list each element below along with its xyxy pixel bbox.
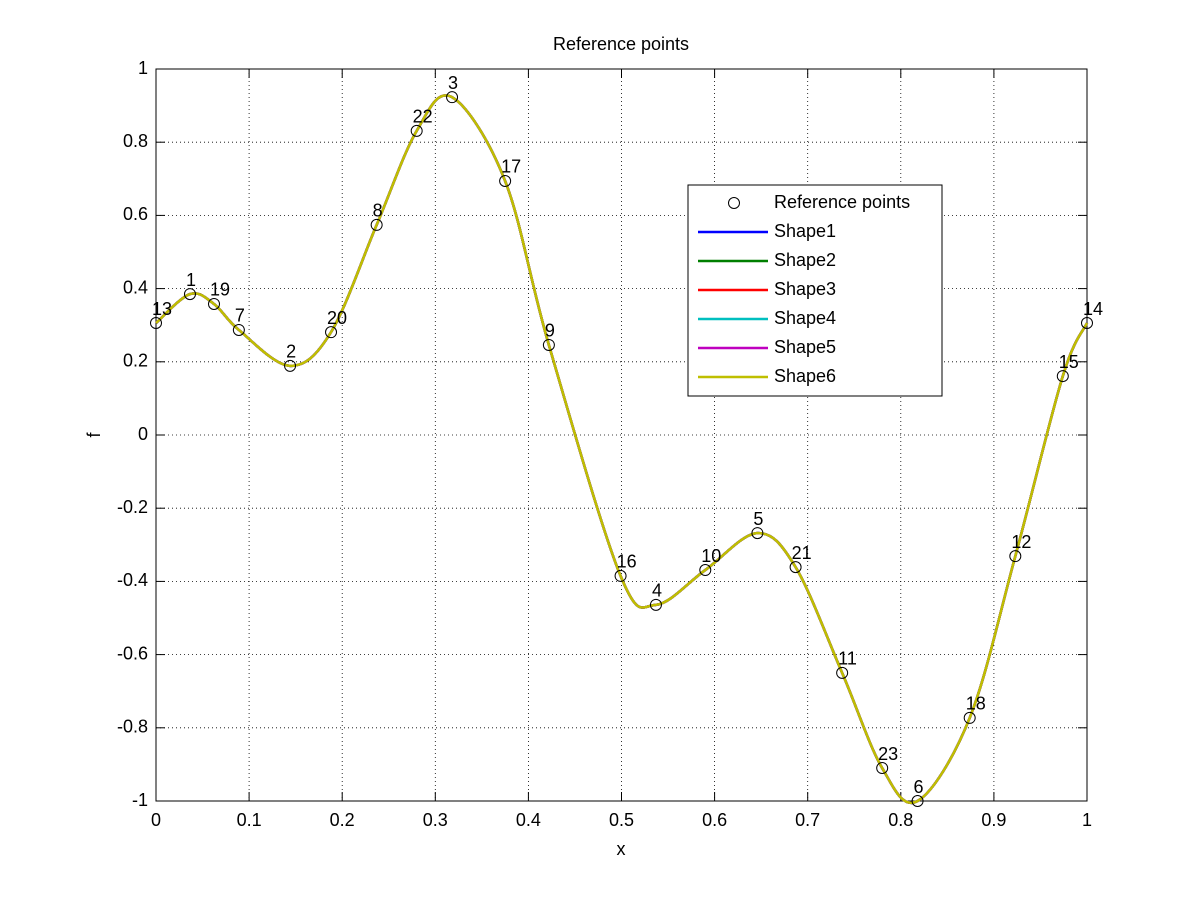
x-tick-label: 0.3 [423, 810, 448, 830]
point-label: 14 [1083, 299, 1103, 319]
reference-point [410, 124, 423, 137]
point-label: 21 [792, 543, 812, 563]
reference-point [1056, 370, 1069, 383]
reference-point [208, 297, 221, 310]
x-tick-label: 0.8 [888, 810, 913, 830]
point-label: 13 [152, 299, 172, 319]
reference-point [614, 569, 627, 582]
legend-label: Reference points [774, 192, 910, 212]
point-label: 18 [966, 694, 986, 714]
point-label: 15 [1059, 352, 1079, 372]
point-label: 8 [373, 201, 383, 221]
reference-point [1009, 550, 1022, 563]
plot-area [156, 69, 1087, 801]
reference-point [150, 317, 162, 330]
reference-point [284, 359, 297, 372]
y-tick-label: -0.4 [117, 570, 148, 590]
x-tick-label: 0.5 [609, 810, 634, 830]
reference-point [1081, 317, 1093, 330]
reference-point [911, 795, 924, 807]
x-tick-label: 1 [1082, 810, 1092, 830]
point-label: 17 [501, 157, 521, 177]
y-tick-label: 0.2 [123, 351, 148, 371]
reference-point [751, 527, 764, 540]
point-label: 10 [701, 546, 721, 566]
point-label: 3 [448, 73, 458, 93]
y-tick-label: 0.4 [123, 277, 148, 297]
chart-title: Reference points [553, 34, 689, 54]
point-label: 19 [210, 280, 230, 300]
legend-label: Shape2 [774, 250, 836, 270]
reference-point [183, 288, 196, 301]
y-tick-label: 0.8 [123, 131, 148, 151]
reference-point [649, 598, 662, 611]
reference-point [325, 326, 338, 339]
reference-point [370, 218, 383, 231]
y-tick-label: 0.6 [123, 204, 148, 224]
x-tick-label: 0.9 [981, 810, 1006, 830]
point-label: 11 [838, 649, 857, 669]
axes-box [155, 68, 1088, 802]
x-tick-label: 0 [151, 810, 161, 830]
point-label: 6 [914, 777, 924, 797]
point-label: 1 [186, 270, 196, 290]
legend-label: Shape1 [774, 221, 836, 241]
legend-label: Shape5 [774, 337, 836, 357]
x-tick-label: 0.1 [237, 810, 262, 830]
series-line [155, 94, 1089, 805]
point-label: 2 [286, 342, 296, 362]
y-tick-label: 0 [138, 424, 148, 444]
point-label: 23 [878, 744, 898, 764]
y-tick-label: 1 [138, 58, 148, 78]
reference-point [446, 91, 459, 104]
x-axis-label: x [617, 839, 626, 859]
reference-point [789, 561, 802, 574]
point-label: 5 [753, 509, 763, 529]
point-label: 22 [413, 107, 433, 127]
reference-point [836, 666, 849, 679]
legend-marker [728, 197, 740, 209]
y-tick-label: -0.6 [117, 643, 148, 663]
y-tick-label: -0.8 [117, 717, 148, 737]
legend-label: Shape4 [774, 308, 836, 328]
reference-point [699, 564, 712, 577]
point-label: 12 [1011, 532, 1031, 552]
point-label: 9 [545, 321, 555, 341]
point-label: 20 [327, 308, 347, 328]
reference-point [542, 338, 555, 351]
y-tick-label: -1 [132, 790, 148, 810]
point-label: 4 [652, 581, 662, 601]
reference-point [499, 174, 512, 187]
reference-point [876, 762, 889, 775]
reference-point [232, 323, 245, 336]
y-axis-label: f [84, 432, 104, 438]
x-tick-label: 0.4 [516, 810, 541, 830]
x-tick-label: 0.6 [702, 810, 727, 830]
y-tick-label: -0.2 [117, 497, 148, 517]
point-label: 16 [617, 552, 637, 572]
legend-label: Shape6 [774, 366, 836, 386]
point-label: 7 [235, 306, 245, 326]
reference-point [963, 711, 976, 724]
x-tick-label: 0.7 [795, 810, 820, 830]
x-tick-label: 0.2 [330, 810, 355, 830]
legend-label: Shape3 [774, 279, 836, 299]
